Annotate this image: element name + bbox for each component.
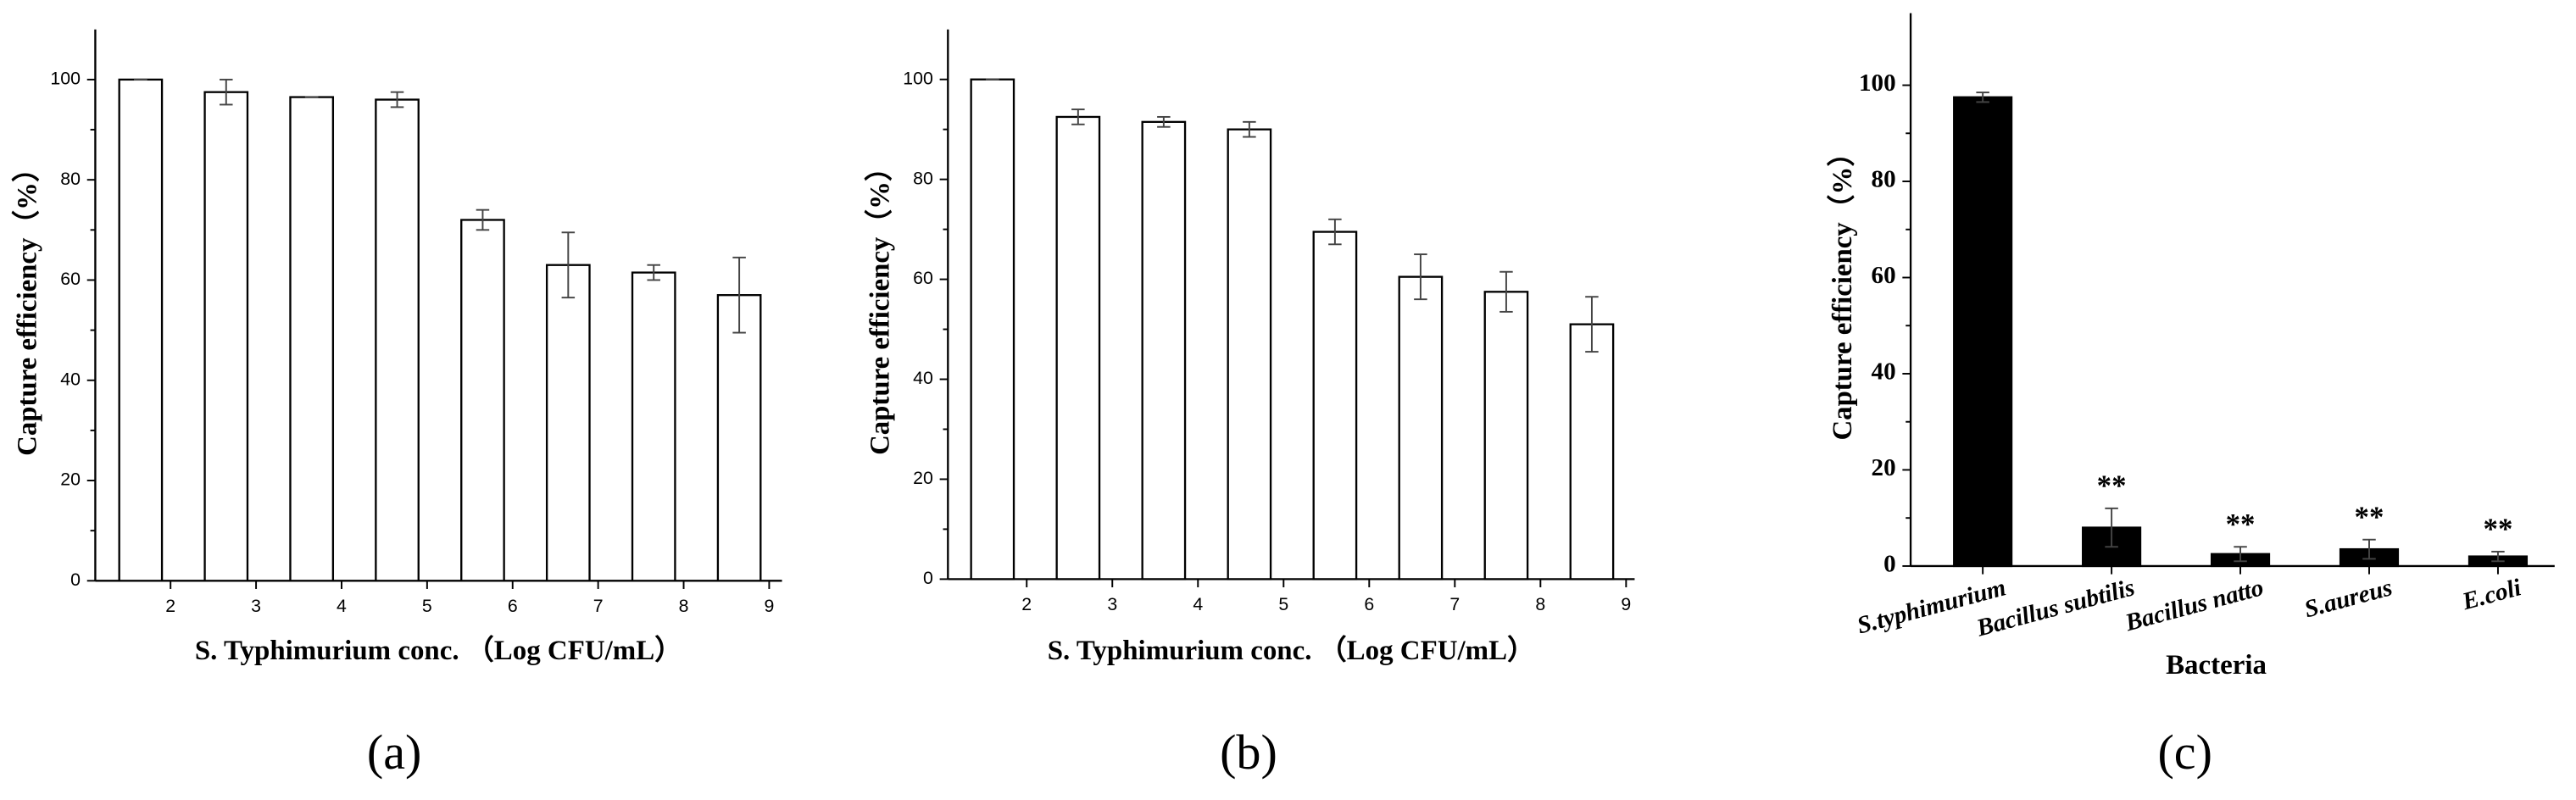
y-tick-label: 100 [1859,69,1896,97]
y-tick-label: 60 [1872,262,1896,289]
y-tick-label: 40 [1872,358,1896,386]
y-tick-label: 20 [913,468,933,488]
bar [460,219,505,582]
x-tick-label: 7 [1449,594,1460,614]
x-tick-label: 8 [679,596,689,616]
bar [1569,323,1615,581]
x-tick-label: 2 [1021,594,1032,614]
bar [1398,275,1444,581]
bar [118,78,164,582]
y-axis-title: Capture efficiency（%） [11,154,42,456]
x-tick-label: 6 [1364,594,1374,614]
x-axis-title: S. Typhimurium conc. （Log CFU/mL） [195,635,682,666]
y-tick-label: 60 [913,268,933,288]
x-tick-label: S.aureus [2301,574,2395,623]
x-axis-title: S. Typhimurium conc. （Log CFU/mL） [1048,635,1535,666]
annotation: ** [2097,469,2127,503]
y-axis-title: Capture efficiency（%） [864,153,895,455]
bar [289,96,335,582]
x-tick-label: Bacillus natto [2122,574,2267,636]
bar [1141,120,1187,581]
y-tick-label: 100 [50,69,81,89]
x-tick-label: 7 [593,596,604,616]
bar [716,294,762,582]
bar [1312,231,1358,581]
bar [1953,96,2013,568]
x-tick-label: 4 [1193,594,1203,614]
x-tick-label: 9 [1621,594,1631,614]
y-tick-label: 80 [60,169,81,189]
y-tick-label: 40 [60,369,81,389]
bar [1483,291,1529,581]
annotation: ** [2484,513,2513,546]
y-tick-label: 60 [60,269,81,289]
y-tick-label: 0 [70,569,81,590]
bar [1227,128,1272,581]
y-tick-label: 0 [1883,551,1896,578]
y-tick-label: 20 [1872,454,1896,481]
bar [631,271,676,582]
bar [545,264,591,582]
y-tick-label: 100 [903,68,933,88]
bar [375,98,420,582]
bar [970,78,1015,581]
y-tick-label: 0 [923,568,933,588]
x-tick-label: 4 [337,596,347,616]
panel-label: (a) [367,725,422,780]
x-tick-label: 3 [1107,594,1117,614]
x-tick-label: 5 [422,596,432,616]
bar [203,91,249,582]
panel-label: (c) [2157,725,2212,780]
y-tick-label: 80 [913,168,933,188]
x-tick-label: 8 [1535,594,1545,614]
x-axis-title: Bacteria [2166,650,2267,681]
annotation: ** [2355,501,2384,534]
bar [1055,115,1101,581]
x-tick-label: 2 [165,596,175,616]
panel-label: (b) [1220,725,1277,780]
x-tick-label: 6 [508,596,518,616]
y-tick-label: 80 [1872,166,1896,193]
y-axis-title: Capture efficiency（%） [1827,139,1858,441]
y-tick-label: 40 [913,368,933,388]
annotation: ** [2226,508,2256,541]
x-tick-label: 5 [1278,594,1288,614]
x-tick-label: E.coli [2459,574,2524,615]
y-tick-label: 20 [60,469,81,490]
x-tick-label: 9 [764,596,774,616]
x-tick-label: 3 [251,596,261,616]
